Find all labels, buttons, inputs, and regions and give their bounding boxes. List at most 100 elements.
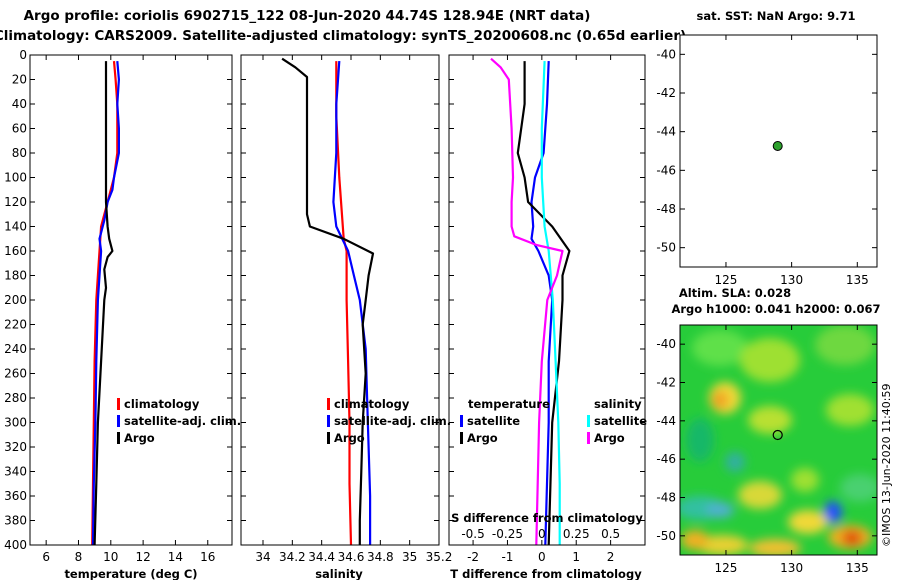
legend-swatch-satellite-adj bbox=[327, 415, 330, 427]
series-line-argo bbox=[281, 57, 375, 545]
depth-tick-label: 260 bbox=[4, 367, 27, 381]
depth-tick-label: 40 bbox=[12, 97, 27, 111]
map-y-tick-label: -50 bbox=[656, 529, 676, 543]
altimetry-map-frame bbox=[679, 324, 878, 556]
credit-text: ©IMOS 13-Jun-2020 11:40:59 bbox=[880, 383, 893, 547]
legend-label-satellite-adj: satellite-adj. clim. bbox=[124, 414, 241, 428]
altimetry-title-line-1: Altim. SLA: 0.028 bbox=[679, 286, 791, 300]
x-tick-label: 14 bbox=[168, 550, 183, 564]
series-line-satellite-adj-clim- bbox=[332, 61, 372, 545]
depth-tick-label: 320 bbox=[4, 440, 27, 454]
temperature-axes-frame bbox=[29, 54, 233, 546]
x-tick-label: 2 bbox=[607, 550, 615, 564]
legend-label-climatology: climatology bbox=[334, 397, 410, 411]
difference-panel: -2 -1 0 1 2 T difference from climatology S … bbox=[448, 54, 647, 580]
depth-tick-label: 80 bbox=[12, 146, 27, 160]
legend-swatch-s-satellite bbox=[587, 415, 590, 427]
depth-tick-label: 200 bbox=[4, 293, 27, 307]
legend-title-temperature: temperature bbox=[468, 397, 550, 411]
x-tick-label: 34 bbox=[255, 550, 270, 564]
sst-map-frame bbox=[679, 34, 878, 268]
legend-label-t-satellite: satellite bbox=[467, 414, 520, 428]
map-y-tick-label: -44 bbox=[656, 414, 676, 428]
x-tick-label: -1 bbox=[501, 550, 513, 564]
s-difference-xlabel: S difference from climatology bbox=[451, 511, 643, 525]
map-y-tick-label: -42 bbox=[656, 86, 676, 100]
map-x-tick-label: 135 bbox=[846, 273, 869, 287]
depth-tick-label: 220 bbox=[4, 318, 27, 332]
x-tick-label: 34.2 bbox=[279, 550, 306, 564]
s-diff-tick-label: 0.5 bbox=[601, 527, 620, 541]
legend-label-s-satellite: satellite bbox=[594, 414, 647, 428]
depth-tick-label: 0 bbox=[19, 48, 27, 62]
title-line-1: Argo profile: coriolis 6902715_122 08-Ju… bbox=[24, 8, 591, 24]
legend-swatch-argo bbox=[327, 432, 330, 444]
legend-swatch-satellite-adj bbox=[117, 415, 120, 427]
legend-label-climatology: climatology bbox=[124, 397, 200, 411]
depth-tick-label: 340 bbox=[4, 465, 27, 479]
map-y-tick-label: -48 bbox=[656, 202, 676, 216]
legend-swatch-t-argo bbox=[460, 432, 463, 444]
map-x-tick-label: 130 bbox=[780, 273, 803, 287]
map-y-tick-label: -42 bbox=[656, 376, 676, 390]
depth-tick-label: 100 bbox=[4, 171, 27, 185]
depth-tick-label: 380 bbox=[4, 514, 27, 528]
legend-label-s-argo: Argo bbox=[594, 431, 625, 445]
legend-swatch-climatology bbox=[117, 398, 120, 410]
map-y-tick-label: -50 bbox=[656, 241, 676, 255]
argo-position-marker bbox=[772, 140, 783, 151]
series-line-s-satellite bbox=[540, 61, 561, 545]
depth-tick-label: 180 bbox=[4, 269, 27, 283]
x-tick-label: 34.4 bbox=[308, 550, 335, 564]
s-diff-tick-label: -0.25 bbox=[492, 527, 523, 541]
altimetry-title-line-2: Argo h1000: 0.041 h2000: 0.067 bbox=[671, 302, 880, 316]
map-x-tick-label: 130 bbox=[780, 561, 803, 575]
map-y-tick-label: -46 bbox=[656, 163, 676, 177]
altimetry-map: Altim. SLA: 0.028 Argo h1000: 0.041 h200… bbox=[656, 286, 893, 575]
legend-label-satellite-adj: satellite-adj. clim. bbox=[334, 414, 451, 428]
sst-map: sat. SST: NaN Argo: 9.71 125 130 135 -40 -42… bbox=[656, 9, 878, 287]
x-tick-label: 10 bbox=[103, 550, 118, 564]
depth-tick-label: 400 bbox=[4, 538, 27, 552]
depth-tick-label: 300 bbox=[4, 416, 27, 430]
series-line-climatology bbox=[335, 61, 353, 545]
salinity-panel: 34 34.2 34.4 34.6 34.8 35 35.2 salinity climat… bbox=[240, 54, 453, 580]
legend-label-t-argo: Argo bbox=[467, 431, 498, 445]
legend-swatch-s-argo bbox=[587, 432, 590, 444]
sst-map-title: sat. SST: NaN Argo: 9.71 bbox=[696, 9, 855, 23]
sla-heatmap bbox=[680, 325, 877, 555]
legend-swatch-t-satellite bbox=[460, 415, 463, 427]
s-diff-tick-label: -0.5 bbox=[461, 527, 484, 541]
x-tick-label: 34.8 bbox=[367, 550, 394, 564]
x-tick-label: 8 bbox=[75, 550, 83, 564]
series-line-argo bbox=[93, 61, 114, 545]
depth-tick-label: 240 bbox=[4, 342, 27, 356]
map-y-tick-label: -44 bbox=[656, 125, 676, 139]
salinity-legend: climatology satellite-adj. clim. Argo bbox=[327, 397, 451, 445]
legend-label-argo: Argo bbox=[334, 431, 365, 445]
map-x-tick-label: 135 bbox=[846, 561, 869, 575]
x-tick-label: 0 bbox=[538, 550, 546, 564]
legend-title-salinity: salinity bbox=[594, 397, 642, 411]
depth-tick-label: 140 bbox=[4, 220, 27, 234]
series-line-satellite-adj-clim- bbox=[91, 61, 121, 545]
map-y-tick-label: -40 bbox=[656, 337, 676, 351]
s-diff-tick-label: 0.25 bbox=[563, 527, 590, 541]
depth-tick-label: 20 bbox=[12, 73, 27, 87]
x-tick-label: 16 bbox=[200, 550, 215, 564]
series-line-s-argo bbox=[490, 57, 564, 545]
series-line-t-satellite bbox=[530, 61, 554, 545]
x-tick-label: 12 bbox=[135, 550, 150, 564]
temperature-xlabel: temperature (deg C) bbox=[64, 567, 197, 580]
s-diff-tick-label: 0 bbox=[538, 527, 546, 541]
map-y-tick-label: -46 bbox=[656, 452, 676, 466]
temperature-legend: climatology satellite-adj. clim. Argo bbox=[117, 397, 241, 445]
legend-swatch-argo bbox=[117, 432, 120, 444]
x-tick-label: 35.2 bbox=[426, 550, 453, 564]
salinity-axes-frame bbox=[240, 54, 440, 546]
map-x-tick-label: 125 bbox=[715, 273, 738, 287]
x-tick-label: 6 bbox=[42, 550, 50, 564]
title-line-2: Climatology: CARS2009. Satellite-adjuste… bbox=[0, 28, 686, 44]
difference-legend: temperature salinity satellite Argo sate… bbox=[460, 397, 647, 445]
depth-tick-label: 120 bbox=[4, 195, 27, 209]
